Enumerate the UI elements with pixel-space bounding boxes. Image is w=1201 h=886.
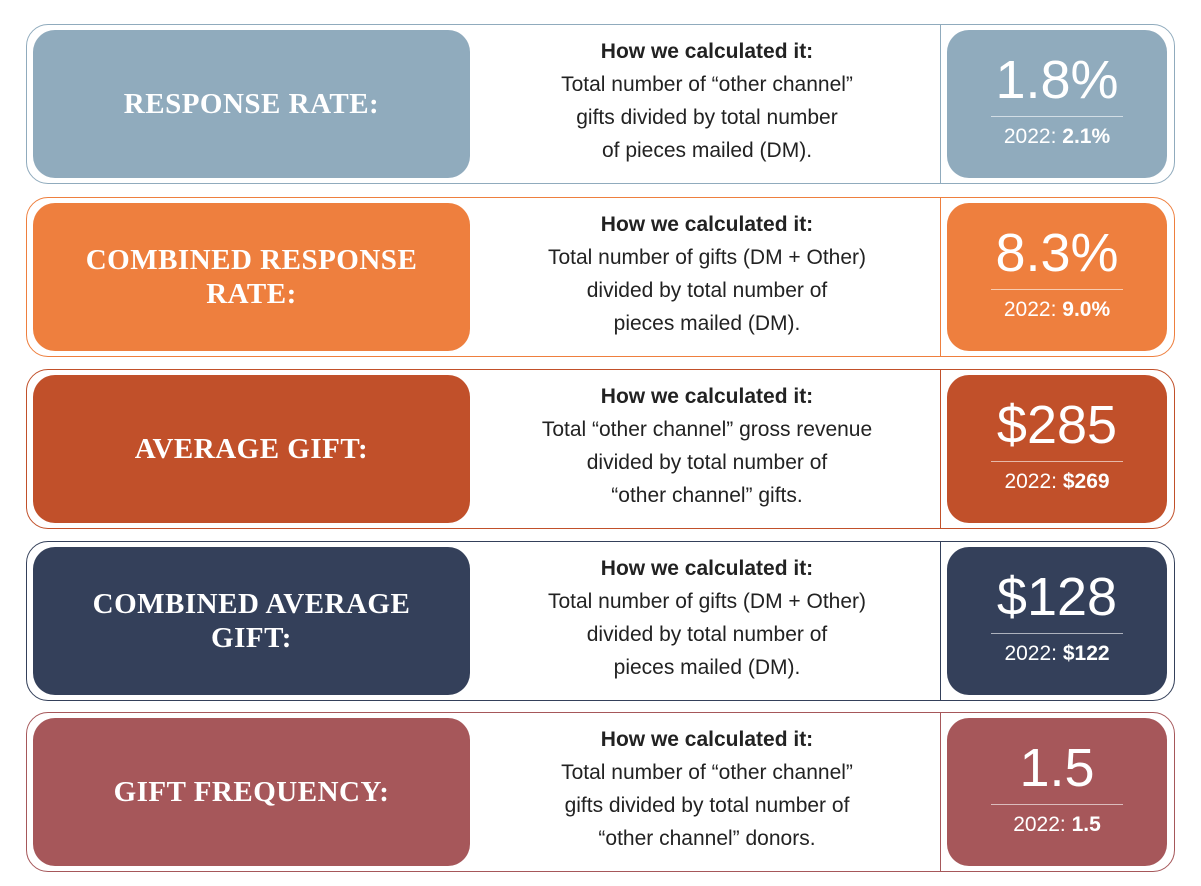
prior-year-label: 2022:	[1004, 470, 1057, 493]
method-line: gifts divided by total number of	[564, 794, 850, 817]
metric-value-box: $128 2022: $122	[947, 547, 1167, 695]
value-divider	[991, 116, 1123, 117]
method-line: divided by total number of	[586, 623, 828, 646]
prior-year-value: 1.5	[1071, 813, 1101, 836]
prior-year: 2022: 1.5	[947, 810, 1167, 840]
prior-year-label: 2022:	[1003, 125, 1057, 148]
method-line: of pieces mailed (DM).	[601, 139, 813, 162]
prior-year-label: 2022:	[1003, 298, 1057, 321]
prior-year: 2022: 2.1%	[947, 122, 1167, 152]
metric-value: 1.8%	[995, 50, 1119, 110]
method-line: Total “other channel” gross revenue	[541, 418, 873, 441]
column-divider	[940, 24, 941, 184]
metric-value-box: 1.5 2022: 1.5	[947, 718, 1167, 866]
metric-card-response-rate: RESPONSE RATE: How we calculated it: Tot…	[26, 24, 1175, 184]
prior-year-label: 2022:	[1004, 642, 1057, 665]
prior-year-value: $269	[1062, 470, 1110, 493]
method-line: Total number of “other channel”	[561, 73, 853, 96]
value-divider	[991, 461, 1123, 462]
metric-label: COMBINED RESPONSE RATE:	[33, 203, 470, 351]
prior-year: 2022: $122	[947, 639, 1167, 669]
method-line: pieces mailed (DM).	[613, 656, 801, 679]
method-line: “other channel” donors.	[598, 827, 816, 850]
method-line: Total number of gifts (DM + Other)	[547, 246, 867, 269]
metric-value-box: 1.8% 2022: 2.1%	[947, 30, 1167, 178]
method-heading: How we calculated it:	[600, 40, 814, 63]
calculation-method: How we calculated it: Total number of “o…	[497, 723, 917, 855]
method-heading: How we calculated it:	[600, 385, 814, 408]
value-divider	[991, 289, 1123, 290]
metric-value: $285	[996, 395, 1118, 455]
method-line: “other channel” gifts.	[611, 484, 803, 507]
metric-label: GIFT FREQUENCY:	[33, 718, 470, 866]
method-line: gifts divided by total number	[576, 106, 838, 129]
column-divider	[940, 197, 941, 357]
column-divider	[940, 369, 941, 529]
calculation-method: How we calculated it: Total number of gi…	[497, 552, 917, 684]
metric-value: 8.3%	[995, 223, 1119, 283]
method-heading: How we calculated it:	[600, 728, 814, 751]
metric-card-combined-response-rate: COMBINED RESPONSE RATE: How we calculate…	[26, 197, 1175, 357]
method-line: Total number of gifts (DM + Other)	[547, 590, 867, 613]
metric-value-box: 8.3% 2022: 9.0%	[947, 203, 1167, 351]
metric-value: 1.5	[1019, 738, 1095, 798]
metric-label: COMBINED AVERAGE GIFT:	[33, 547, 470, 695]
column-divider	[940, 712, 941, 872]
value-divider	[991, 633, 1123, 634]
method-line: pieces mailed (DM).	[613, 312, 801, 335]
metric-value-box: $285 2022: $269	[947, 375, 1167, 523]
method-line: divided by total number of	[586, 451, 828, 474]
metric-card-gift-frequency: GIFT FREQUENCY: How we calculated it: To…	[26, 712, 1175, 872]
method-line: Total number of “other channel”	[561, 761, 853, 784]
prior-year-value: $122	[1062, 642, 1110, 665]
column-divider	[940, 541, 941, 701]
prior-year-value: 2.1%	[1062, 125, 1111, 148]
metric-label: AVERAGE GIFT:	[33, 375, 470, 523]
metric-value: $128	[996, 567, 1118, 627]
metric-card-average-gift: AVERAGE GIFT: How we calculated it: Tota…	[26, 369, 1175, 529]
value-divider	[991, 804, 1123, 805]
metric-card-combined-average-gift: COMBINED AVERAGE GIFT: How we calculated…	[26, 541, 1175, 701]
prior-year: 2022: 9.0%	[947, 295, 1167, 325]
prior-year-label: 2022:	[1013, 813, 1066, 836]
calculation-method: How we calculated it: Total number of “o…	[497, 35, 917, 167]
method-line: divided by total number of	[586, 279, 828, 302]
calculation-method: How we calculated it: Total “other chann…	[497, 380, 917, 512]
prior-year-value: 9.0%	[1062, 298, 1111, 321]
calculation-method: How we calculated it: Total number of gi…	[497, 208, 917, 340]
method-heading: How we calculated it:	[600, 557, 814, 580]
metric-label: RESPONSE RATE:	[33, 30, 470, 178]
method-heading: How we calculated it:	[600, 213, 814, 236]
prior-year: 2022: $269	[947, 467, 1167, 497]
